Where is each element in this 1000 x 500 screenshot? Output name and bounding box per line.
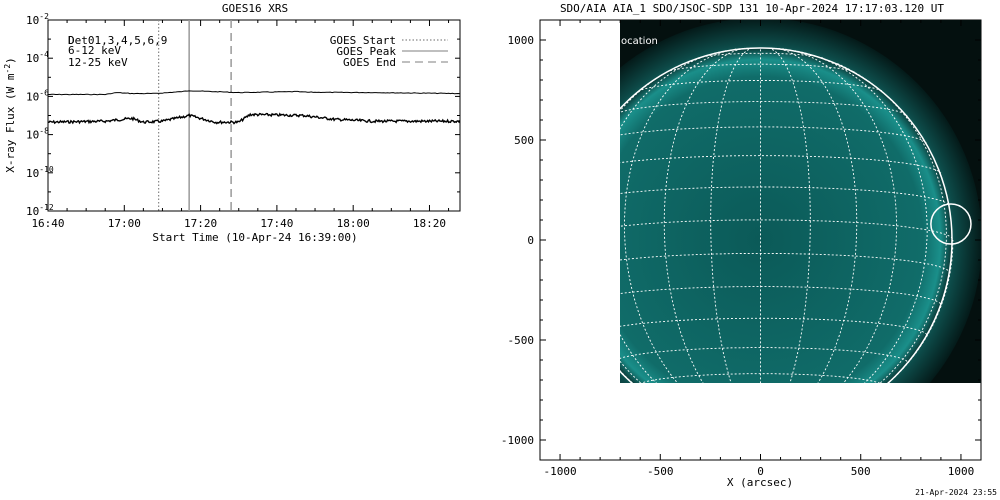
aia-y-axis: 1000 500 0 -500 -1000 <box>501 34 981 447</box>
y-tick-label: 10-6 <box>26 88 49 103</box>
solar-limb <box>620 47 953 383</box>
aia-y-tick-label: 0 <box>527 234 534 247</box>
aia-x-tick-label: 500 <box>851 465 871 478</box>
legend-6-12kev: 6-12 keV <box>68 44 121 57</box>
aia-x-tick-label: 1000 <box>948 465 975 478</box>
y-axis: 10-2 10-4 10-6 10-8 10-10 10-12 <box>26 12 460 218</box>
x-tick-label: 18:00 <box>337 217 370 230</box>
aia-x-tick-label: -1000 <box>543 465 576 478</box>
legend-goes-peak: GOES Peak <box>336 45 396 58</box>
legend-detectors-overlay: D <box>68 34 75 47</box>
y-tick-label: 10-10 <box>26 165 54 180</box>
footer-timestamp: 21-Apr-2024 23:55 <box>915 488 997 497</box>
x-axis-label: Start Time (10-Apr-24 16:39:00) <box>152 231 357 244</box>
aia-y-tick-label: 500 <box>514 134 534 147</box>
grid-line <box>637 80 884 92</box>
x-tick-label: 17:40 <box>260 217 293 230</box>
legend-12-25kev: 12-25 keV <box>68 56 128 69</box>
y-tick-label: 10-8 <box>26 127 49 142</box>
grid-line <box>710 47 754 383</box>
grid-line <box>767 47 811 383</box>
grid-line <box>784 48 898 383</box>
aia-y-tick-label: -500 <box>508 334 535 347</box>
aia-annotation: ocation <box>621 36 658 47</box>
aia-x-tick-label: 0 <box>757 465 764 478</box>
goes-xrs-chart: GOES16 XRS 10-2 10-4 10-6 10-8 10-10 10-12 16… <box>3 2 461 244</box>
series-line-upper <box>48 90 461 96</box>
chart-title: GOES16 XRS <box>222 2 288 15</box>
aia-x-tick-label: -500 <box>647 465 674 478</box>
y-tick-label: 10-12 <box>26 203 54 218</box>
legend-goes-start: GOES Start <box>330 34 396 47</box>
grid-line <box>620 286 942 306</box>
legend-detectors: Det01,3,4,5,6,9 <box>68 34 167 47</box>
heliographic-grid <box>620 47 954 429</box>
aia-y-tick-label: 1000 <box>508 34 535 47</box>
x-tick-label: 17:20 <box>184 217 217 230</box>
y-tick-label: 10-2 <box>26 12 49 27</box>
grid-line <box>695 413 827 420</box>
y-tick-label: 10-4 <box>26 50 49 65</box>
aia-x-axis: -1000 -500 0 500 1000 <box>543 20 974 478</box>
grid-line <box>623 48 737 383</box>
aia-y-tick-label: -1000 <box>501 434 534 447</box>
flare-location-circle <box>930 203 972 245</box>
x-tick-label: 18:20 <box>413 217 446 230</box>
grid-line <box>727 425 794 429</box>
aia-title: SDO/AIA AIA_1 SDO/JSOC-SDP 131 10-Apr-20… <box>560 2 944 15</box>
aia-x-axis-label: X (arcsec) <box>727 476 793 489</box>
x-tick-label: 16:40 <box>31 217 64 230</box>
x-tick-label: 17:00 <box>108 217 141 230</box>
grid-line <box>664 396 856 406</box>
y-axis-label: X-ray Flux (W m-2) <box>3 57 17 173</box>
legend-goes-end: GOES End <box>343 56 396 69</box>
grid-line <box>697 52 824 59</box>
aia-sun-image <box>620 20 981 429</box>
aia-image-chart: SDO/AIA AIA_1 SDO/JSOC-SDP 131 10-Apr-20… <box>501 2 982 489</box>
series-line-lower <box>47 112 461 125</box>
aia-solar-disk <box>620 48 952 383</box>
x-axis: 16:40 17:00 17:20 17:40 18:00 18:20 <box>31 20 450 230</box>
